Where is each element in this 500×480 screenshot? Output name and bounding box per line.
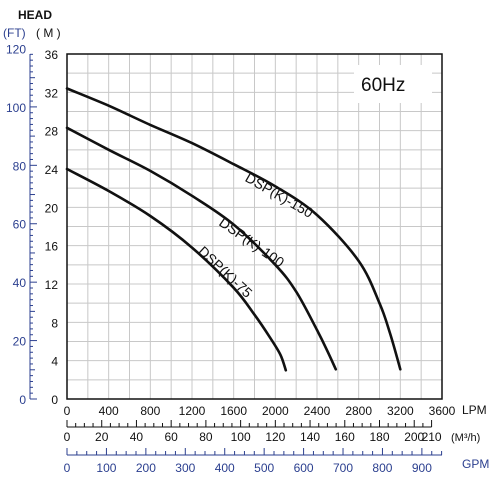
- x-gpm-tick-label: 900: [412, 461, 432, 475]
- x-gpm-tick-label: 200: [136, 461, 156, 475]
- x-lpm-tick-label: 1600: [220, 404, 247, 418]
- y-m-tick-label: 28: [45, 125, 59, 139]
- x-lpm-tick-label: 0: [64, 404, 71, 418]
- x-lpm-unit: LPM: [462, 403, 487, 417]
- x-gpm-tick-label: 800: [372, 461, 392, 475]
- x-lpm-tick-label: 2000: [262, 404, 289, 418]
- y-m-tick-label: 4: [51, 355, 58, 369]
- x-gpm-tick-label: 600: [294, 461, 314, 475]
- x-gpm-tick-label: 300: [175, 461, 195, 475]
- x-lpm-tick-label: 2400: [304, 404, 331, 418]
- series-label-dsp-k-75: DSP(K)-75: [195, 243, 256, 301]
- x-lpm-tick-label: 800: [140, 404, 160, 418]
- x-gpm-tick-label: 400: [215, 461, 235, 475]
- x-m3h-tick-label: 180: [369, 430, 389, 444]
- plot-frame: [66, 53, 443, 400]
- x-m3h-unit: (M³/h): [451, 432, 480, 444]
- x-gpm-tick-label: 100: [96, 461, 116, 475]
- x-gpm-tick-label: 700: [333, 461, 353, 475]
- plot-grid: [67, 54, 442, 399]
- y-m-tick-label: 36: [45, 48, 59, 62]
- x-m3h-tick-label: 100: [231, 430, 251, 444]
- x-lpm-tick-label: 2800: [345, 404, 372, 418]
- x-lpm-tick-label: 3600: [429, 404, 456, 418]
- x-m3h-tick-label: 80: [199, 430, 213, 444]
- x-lpm-tick-label: 1200: [179, 404, 206, 418]
- frequency-annotation: 60Hz: [361, 75, 405, 96]
- y-ft-tick-label: 100: [6, 101, 26, 115]
- y-ft-tick-label: 40: [13, 276, 27, 290]
- left-axes: 0 4 8 12 16 20 24 28 32 36 0 20 40 60 80 100 120: [6, 42, 58, 407]
- annotation-box: [354, 65, 432, 103]
- y-ft-tick-label: 120: [6, 42, 26, 56]
- curve-dsp-k-150: [65, 87, 402, 371]
- x-lpm-tick-label: 3200: [387, 404, 414, 418]
- x-gpm-tick-label: 500: [254, 461, 274, 475]
- x-m3h-tick-label: 0: [64, 430, 71, 444]
- x-m3h-tick-label: 120: [265, 430, 285, 444]
- curve-dsp-k-100: [65, 126, 338, 371]
- left-unit-m: ( M ): [36, 26, 61, 40]
- y-m-tick-label: 0: [51, 393, 58, 407]
- x-lpm-tick-label: 400: [99, 404, 119, 418]
- series-label-dsp-k-150: DSP(K)-150: [243, 169, 317, 221]
- y-ft-tick-label: 20: [13, 335, 27, 349]
- y-ft-tick-label: 60: [13, 218, 27, 232]
- y-m-tick-label: 32: [45, 86, 59, 100]
- x-gpm-tick-label: 0: [64, 461, 71, 475]
- x-m3h-tick-label: 200: [404, 430, 424, 444]
- y-m-tick-label: 16: [45, 240, 59, 254]
- y-m-tick-label: 20: [45, 201, 59, 215]
- x-m3h-tick-label: 40: [130, 430, 144, 444]
- x-m3h-tick-label: 140: [300, 430, 320, 444]
- y-ft-tick-label: 0: [19, 393, 26, 407]
- head-axis-label: HEAD: [18, 8, 52, 22]
- curve-dsp-k-75: [65, 167, 288, 372]
- y-m-tick-label: 8: [51, 316, 58, 330]
- x-m3h-tick-label: 160: [335, 430, 355, 444]
- y-ft-tick-label: 80: [13, 159, 27, 173]
- x-m3h-tick-label: 60: [164, 430, 178, 444]
- y-m-tick-label: 24: [45, 163, 59, 177]
- x-m3h-tick-label: 20: [95, 430, 109, 444]
- y-m-tick-label: 12: [45, 278, 59, 292]
- x-m3h-tick-label: 210: [422, 430, 442, 444]
- left-unit-ft: (FT): [3, 26, 26, 40]
- x-gpm-unit: GPM: [462, 457, 489, 471]
